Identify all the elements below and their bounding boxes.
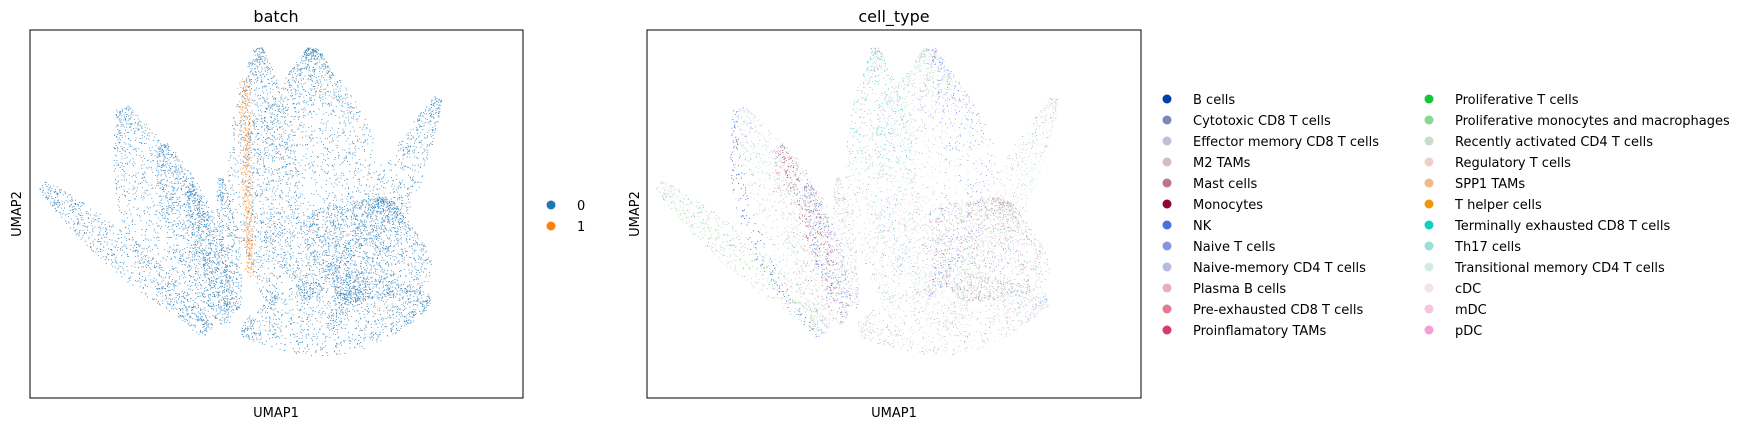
cell-type-legend-marker-12: [1425, 95, 1434, 104]
cell-type-legend-marker-1: [1163, 116, 1172, 125]
cell-type-legend-label-14: Recently activated CD4 T cells: [1455, 135, 1653, 150]
cell-type-legend-label-4: Mast cells: [1193, 177, 1258, 192]
batch-legend: 01: [547, 199, 586, 235]
cell-type-legend-marker-4: [1163, 179, 1172, 188]
cell-type-legend-marker-17: [1425, 200, 1434, 209]
cell-type-legend-label-10: Pre-exhausted CD8 T cells: [1193, 303, 1363, 318]
cell-type-legend-label-8: Naive-memory CD4 T cells: [1193, 261, 1366, 276]
cell-type-legend-marker-8: [1163, 263, 1172, 272]
cell-type-legend-label-17: T helper cells: [1454, 198, 1542, 213]
cell-type-scatter-points: [656, 48, 1058, 355]
cell-type-legend-marker-9: [1163, 284, 1172, 293]
cell-type-legend-marker-16: [1425, 179, 1434, 188]
cell-type-legend-marker-23: [1425, 326, 1434, 335]
cell-type-legend-label-16: SPP1 TAMs: [1455, 177, 1525, 192]
cell-type-legend-label-15: Regulatory T cells: [1455, 156, 1571, 171]
cell-type-legend-marker-6: [1163, 221, 1172, 230]
cell-type-legend-marker-19: [1425, 242, 1434, 251]
cell-type-legend-marker-2: [1163, 137, 1172, 146]
cell-type-legend-label-18: Terminally exhausted CD8 T cells: [1454, 219, 1670, 234]
batch-scatter-points: [40, 48, 443, 356]
cell-type-points-18: [847, 48, 912, 165]
cell-type-legend-marker-0: [1163, 95, 1172, 104]
cell-type-legend-label-2: Effector memory CD8 T cells: [1193, 135, 1379, 150]
batch-1-points: [237, 78, 258, 277]
cell-type-legend-label-3: M2 TAMs: [1193, 156, 1251, 171]
cell-type-legend-marker-15: [1425, 158, 1434, 167]
cell-type-legend-label-7: Naive T cells: [1193, 240, 1276, 255]
batch-legend-label-0: 0: [577, 199, 585, 214]
cell-type-legend-label-19: Th17 cells: [1454, 240, 1521, 255]
cell-type-y-axis-label: UMAP2: [628, 191, 643, 237]
cell-type-points-3: [671, 50, 1058, 355]
batch-y-axis-label: UMAP2: [10, 191, 25, 237]
cell-type-legend: B cells Cytotoxic CD8 T cells Effector mem…: [1163, 93, 1731, 339]
cell-type-legend-label-6: NK: [1193, 219, 1212, 234]
cell-type-legend-label-22: mDC: [1455, 303, 1487, 318]
cell-type-legend-marker-11: [1163, 326, 1172, 335]
cell-type-legend-label-0: B cells: [1193, 93, 1235, 108]
cell-type-legend-label-9: Plasma B cells: [1193, 282, 1286, 297]
cell-type-panel: cell_type UMAP1 UMAP2 B cells Cytotoxic C…: [628, 7, 1730, 421]
batch-x-axis-label: UMAP1: [253, 406, 299, 421]
batch-legend-marker-0: [547, 201, 556, 210]
cell-type-legend-label-21: cDC: [1455, 282, 1481, 297]
batch-legend-marker-1: [547, 222, 556, 231]
cell-type-x-axis-label: UMAP1: [871, 406, 917, 421]
cell-type-legend-label-1: Cytotoxic CD8 T cells: [1193, 114, 1331, 129]
cell-type-legend-marker-20: [1425, 263, 1434, 272]
batch-legend-label-1: 1: [577, 220, 585, 235]
cell-type-legend-marker-5: [1163, 200, 1172, 209]
cell-type-legend-marker-18: [1425, 221, 1434, 230]
cell-type-legend-label-20: Transitional memory CD4 T cells: [1454, 261, 1665, 276]
cell-type-legend-marker-13: [1425, 116, 1434, 125]
batch-title: batch: [253, 7, 298, 26]
cell-type-title: cell_type: [858, 7, 929, 27]
cell-type-points-21: [662, 50, 1057, 355]
cell-type-legend-label-13: Proliferative monocytes and macrophages: [1455, 114, 1730, 129]
cell-type-legend-marker-21: [1425, 284, 1434, 293]
cell-type-legend-marker-3: [1163, 158, 1172, 167]
cell-type-legend-label-5: Monocytes: [1193, 198, 1263, 213]
cell-type-legend-label-11: Proinflamatory TAMs: [1193, 324, 1327, 339]
cell-type-legend-marker-10: [1163, 305, 1172, 314]
cell-type-legend-marker-14: [1425, 137, 1434, 146]
cell-type-points-8: [659, 48, 1057, 352]
batch-panel: batch UMAP1 UMAP2 01: [10, 7, 585, 421]
cell-type-legend-marker-7: [1163, 242, 1172, 251]
cell-type-legend-marker-22: [1425, 305, 1434, 314]
cell-type-legend-label-12: Proliferative T cells: [1455, 93, 1579, 108]
cell-type-legend-label-23: pDC: [1455, 324, 1482, 339]
